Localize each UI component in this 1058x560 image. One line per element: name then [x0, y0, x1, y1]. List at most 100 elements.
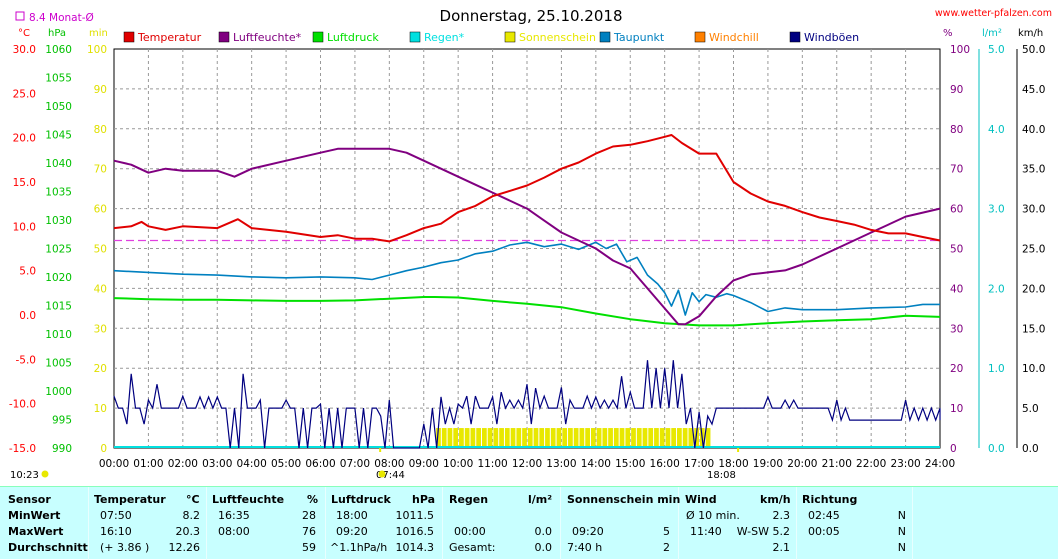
cell: 08:00	[218, 525, 250, 538]
sunshine-bar	[493, 428, 499, 448]
cell: 0.0	[534, 541, 553, 554]
hdr-pressure: Luftdruck	[331, 493, 391, 506]
tick-hpa: 1015	[45, 301, 72, 313]
tick-hpa: 1045	[45, 130, 72, 142]
tick-x: 20:00	[787, 458, 817, 470]
sunshine-bar	[677, 428, 682, 448]
tick-x: 16:00	[650, 458, 680, 470]
legend-label: Luftdruck	[327, 31, 379, 44]
tick-kmh: 50.0	[1022, 44, 1045, 56]
cell: 1011.5	[395, 509, 435, 522]
cell: 00:00	[454, 525, 486, 538]
hdr-wind: Wind	[685, 493, 717, 506]
cell: 07:50	[100, 509, 132, 522]
cell: 16:10	[100, 525, 132, 538]
legend-label: Taupunkt	[613, 31, 665, 44]
cell: (+ 3.86 )	[100, 541, 150, 554]
tick-temp: 0.0	[19, 310, 36, 322]
cell: 0.0	[534, 525, 553, 538]
tick-x: 01:00	[133, 458, 163, 470]
stats-separator	[325, 487, 326, 560]
sunshine-bar	[447, 428, 453, 448]
tick-hpa: 990	[52, 443, 72, 455]
legend-swatch	[218, 31, 230, 43]
sunshine-bar	[545, 428, 550, 448]
tick-pct: 20	[950, 363, 963, 375]
sunshine-bar	[550, 428, 556, 448]
tick-x: 19:00	[753, 458, 783, 470]
tick-x: 06:00	[305, 458, 335, 470]
tick-x: 03:00	[202, 458, 232, 470]
legend-label: Temperatur	[137, 31, 202, 44]
tick-min: 80	[94, 124, 107, 136]
humidity-line	[113, 147, 941, 326]
sunshine-bar	[441, 428, 447, 448]
sunrise-label: 07:44	[376, 470, 405, 481]
tick-kmh: 30.0	[1022, 204, 1045, 216]
stats-table: Sensor Temperatur °C Luftfeuchte % Luftd…	[0, 486, 1058, 560]
hdr-hum-unit: %	[307, 493, 319, 506]
tick-hpa: 1035	[45, 187, 72, 199]
tick-kmh: 5.0	[1022, 403, 1039, 415]
tick-kmh: 45.0	[1022, 84, 1045, 96]
tick-temp: 15.0	[13, 177, 36, 189]
sunshine-bar	[636, 428, 642, 448]
cell: 11:40	[690, 525, 722, 538]
tick-temp: -10.0	[9, 399, 36, 411]
pressure-line	[113, 296, 941, 327]
legend-swatch	[504, 31, 516, 43]
tick-x: 00:00	[99, 458, 129, 470]
sunshine-bar	[671, 428, 677, 448]
temperature-line	[113, 134, 941, 243]
cell: 1014.3	[395, 541, 435, 554]
cell: 1016.5	[395, 525, 435, 538]
tick-hpa: 1040	[45, 158, 72, 170]
sunshine-bar	[648, 428, 654, 448]
stats-separator	[206, 487, 207, 560]
tick-x: 15:00	[615, 458, 645, 470]
hdr-temp-unit: °C	[186, 493, 200, 506]
tick-temp: 30.0	[13, 44, 36, 56]
cell: 20.3	[175, 525, 201, 538]
grid	[113, 48, 941, 449]
cell: 5	[663, 525, 670, 538]
tick-x: 24:00	[925, 458, 955, 470]
cell: ^1.1hPa/h	[330, 541, 388, 554]
unit-hpa: hPa	[48, 28, 66, 39]
tick-pct: 40	[950, 283, 963, 295]
stats-separator	[442, 487, 443, 560]
sunshine-bar	[585, 428, 590, 448]
tick-hpa: 1010	[45, 329, 72, 341]
tick-x: 04:00	[237, 458, 267, 470]
sunshine-bar	[516, 428, 522, 448]
tick-kmh: 40.0	[1022, 124, 1045, 136]
tick-temp: 10.0	[13, 221, 36, 233]
dewpoint-line	[113, 241, 940, 316]
site-url[interactable]: www.wetter-pfalzen.com	[935, 8, 1052, 19]
tick-rain: 5.0	[988, 44, 1005, 56]
weather-chart: Donnerstag, 25.10.2018 www.wetter-pfalze…	[8, 7, 1052, 481]
legend-swatch	[123, 31, 135, 43]
cell: Ø 10 min.	[686, 509, 740, 522]
sunshine-bar	[481, 428, 487, 448]
sunshine-bar	[499, 428, 504, 448]
tick-min: 60	[94, 204, 107, 216]
tick-x: 23:00	[890, 458, 920, 470]
sunrise-icon	[378, 470, 386, 478]
tick-min: 100	[87, 44, 107, 56]
tick-x: 21:00	[822, 458, 852, 470]
sunshine-bar	[654, 428, 659, 448]
hdr-temperature: Temperatur	[94, 493, 166, 506]
tick-hpa: 1000	[45, 386, 72, 398]
sunshine-bar	[522, 428, 527, 448]
row-label-max: MaxWert	[8, 525, 64, 538]
tick-min: 40	[94, 283, 107, 295]
tick-pct: 50	[950, 244, 963, 256]
cell: 2.1	[772, 541, 791, 554]
tick-x: 11:00	[477, 458, 507, 470]
tick-kmh: 0.0	[1022, 443, 1039, 455]
sunshine-bar	[694, 428, 699, 448]
cell: N	[897, 541, 906, 554]
stats-separator	[796, 487, 797, 560]
corner-time: 10:23	[10, 470, 39, 481]
